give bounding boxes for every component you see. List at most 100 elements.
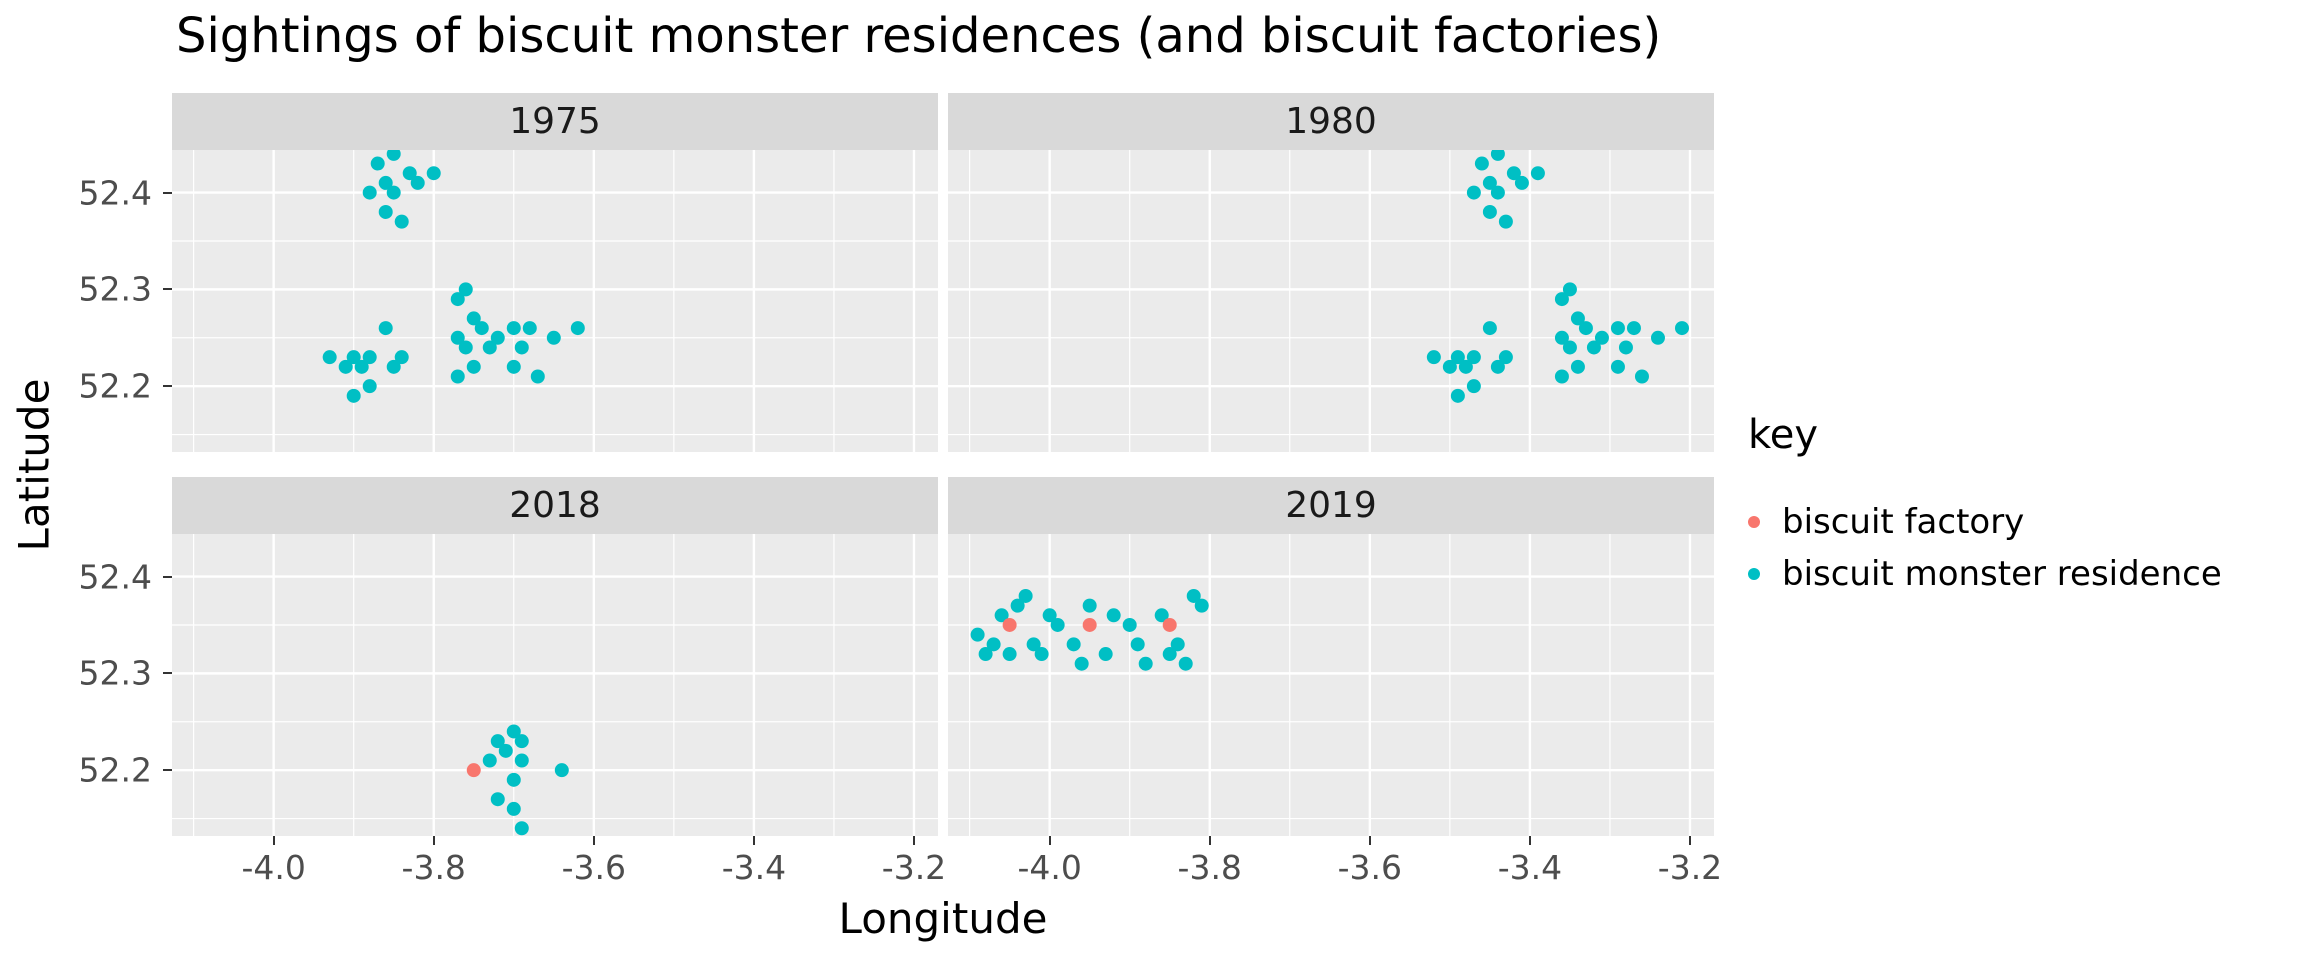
x-tick-mark — [432, 836, 435, 845]
residence-point — [474, 321, 489, 336]
x-tick-mark — [912, 836, 915, 845]
facet-panel — [948, 150, 1714, 452]
facet-strip: 1975 — [172, 93, 938, 150]
residence-point — [1482, 175, 1497, 190]
x-tick-label: -3.2 — [1657, 848, 1723, 887]
legend-title: key — [1748, 412, 1819, 458]
residence-point — [466, 311, 481, 326]
residence-point — [1570, 359, 1585, 374]
residence-point — [1474, 156, 1489, 171]
residence-point — [1450, 388, 1465, 403]
residence-point — [1154, 608, 1169, 623]
residence-point — [1170, 637, 1185, 652]
y-tick-mark — [163, 575, 172, 578]
chart-title: Sightings of biscuit monster residences … — [176, 8, 1662, 64]
y-tick-mark — [163, 769, 172, 772]
x-tick-label: -3.8 — [401, 848, 466, 887]
residence-point — [506, 724, 521, 739]
residence-point — [1674, 321, 1689, 336]
residence-point — [490, 792, 505, 807]
residence-point — [530, 369, 545, 384]
y-tick-mark — [163, 672, 172, 675]
residence-point — [1450, 350, 1465, 365]
residence-point — [514, 734, 529, 749]
x-axis-title: Longitude — [838, 894, 1048, 943]
residence-point — [514, 821, 529, 836]
residence-point — [522, 321, 537, 336]
facet-strip: 2018 — [172, 477, 938, 534]
residence-point — [1178, 656, 1193, 671]
residence-point — [338, 359, 353, 374]
residence-point — [1506, 166, 1521, 181]
residence-point — [378, 175, 393, 190]
residence-point — [426, 166, 441, 181]
residence-point — [354, 359, 369, 374]
residence-point — [1586, 340, 1601, 355]
residence-point — [378, 321, 393, 336]
residence-point — [1490, 150, 1505, 161]
residence-point — [450, 330, 465, 345]
x-tick-label: -3.2 — [881, 848, 947, 887]
facet-panel — [172, 150, 938, 452]
residence-point — [490, 734, 505, 749]
y-tick-mark — [163, 385, 172, 388]
y-tick-label: 52.3 — [78, 269, 152, 309]
residence-point — [394, 214, 409, 229]
residence-point — [1634, 369, 1649, 384]
residence-point — [546, 330, 561, 345]
residence-point — [1098, 647, 1113, 662]
residence-point — [1498, 350, 1513, 365]
residence-point — [1442, 359, 1457, 374]
residence-point — [1554, 330, 1569, 345]
y-tick-label: 52.4 — [78, 173, 152, 213]
facet-label: 1975 — [509, 101, 601, 142]
residence-point — [346, 388, 361, 403]
x-tick-label: -4.0 — [1017, 848, 1082, 887]
residence-point — [1482, 204, 1497, 219]
facet-1975: 1975 52.2 52.3 52.4 — [79, 93, 938, 452]
legend: key biscuit factory biscuit monster resi… — [1748, 412, 2222, 604]
residence-point — [1490, 359, 1505, 374]
facet-2018: 2018 52.2 52.3 52.4 -4.0 -3.8 -3.6 -3.4 -3.2 — [79, 477, 946, 887]
facet-plot-area — [172, 150, 938, 452]
residence-point — [1578, 321, 1593, 336]
x-tick-label: -3.4 — [721, 848, 787, 887]
residence-point — [498, 743, 513, 758]
residence-point — [506, 801, 521, 816]
residence-point — [1530, 166, 1545, 181]
residence-point — [1026, 637, 1041, 652]
residence-point — [1610, 321, 1625, 336]
residence-point — [362, 379, 377, 394]
x-tick-label: -3.6 — [561, 848, 627, 887]
factory-point — [466, 763, 481, 778]
x-tick-mark — [1048, 836, 1051, 845]
residence-point — [1482, 321, 1497, 336]
residence-point — [1554, 292, 1569, 307]
residence-point — [970, 627, 985, 642]
residence-point — [1002, 647, 1017, 662]
residence-point — [1570, 311, 1585, 326]
residence-legend-dot-icon — [1748, 568, 1760, 580]
y-tick-mark — [163, 288, 172, 291]
residence-point — [450, 292, 465, 307]
residence-point — [1610, 359, 1625, 374]
residence-point — [1498, 214, 1513, 229]
residence-point — [506, 321, 521, 336]
residence-point — [1138, 656, 1153, 671]
residence-point — [570, 321, 585, 336]
x-tick-label: -3.8 — [1177, 848, 1242, 887]
residence-point — [1018, 588, 1033, 603]
facet-1980: 1980 — [948, 93, 1714, 452]
residence-point — [986, 637, 1001, 652]
residence-point — [482, 753, 497, 768]
residence-point — [386, 185, 401, 200]
facet-label: 2019 — [1285, 485, 1377, 526]
facet-plot-area — [172, 534, 938, 836]
residence-point — [1194, 598, 1209, 613]
factory-legend-dot-icon — [1748, 516, 1760, 528]
facet-panel — [172, 534, 938, 836]
residence-point — [378, 204, 393, 219]
residence-point — [402, 166, 417, 181]
residence-point — [458, 340, 473, 355]
residence-point — [1562, 282, 1577, 297]
